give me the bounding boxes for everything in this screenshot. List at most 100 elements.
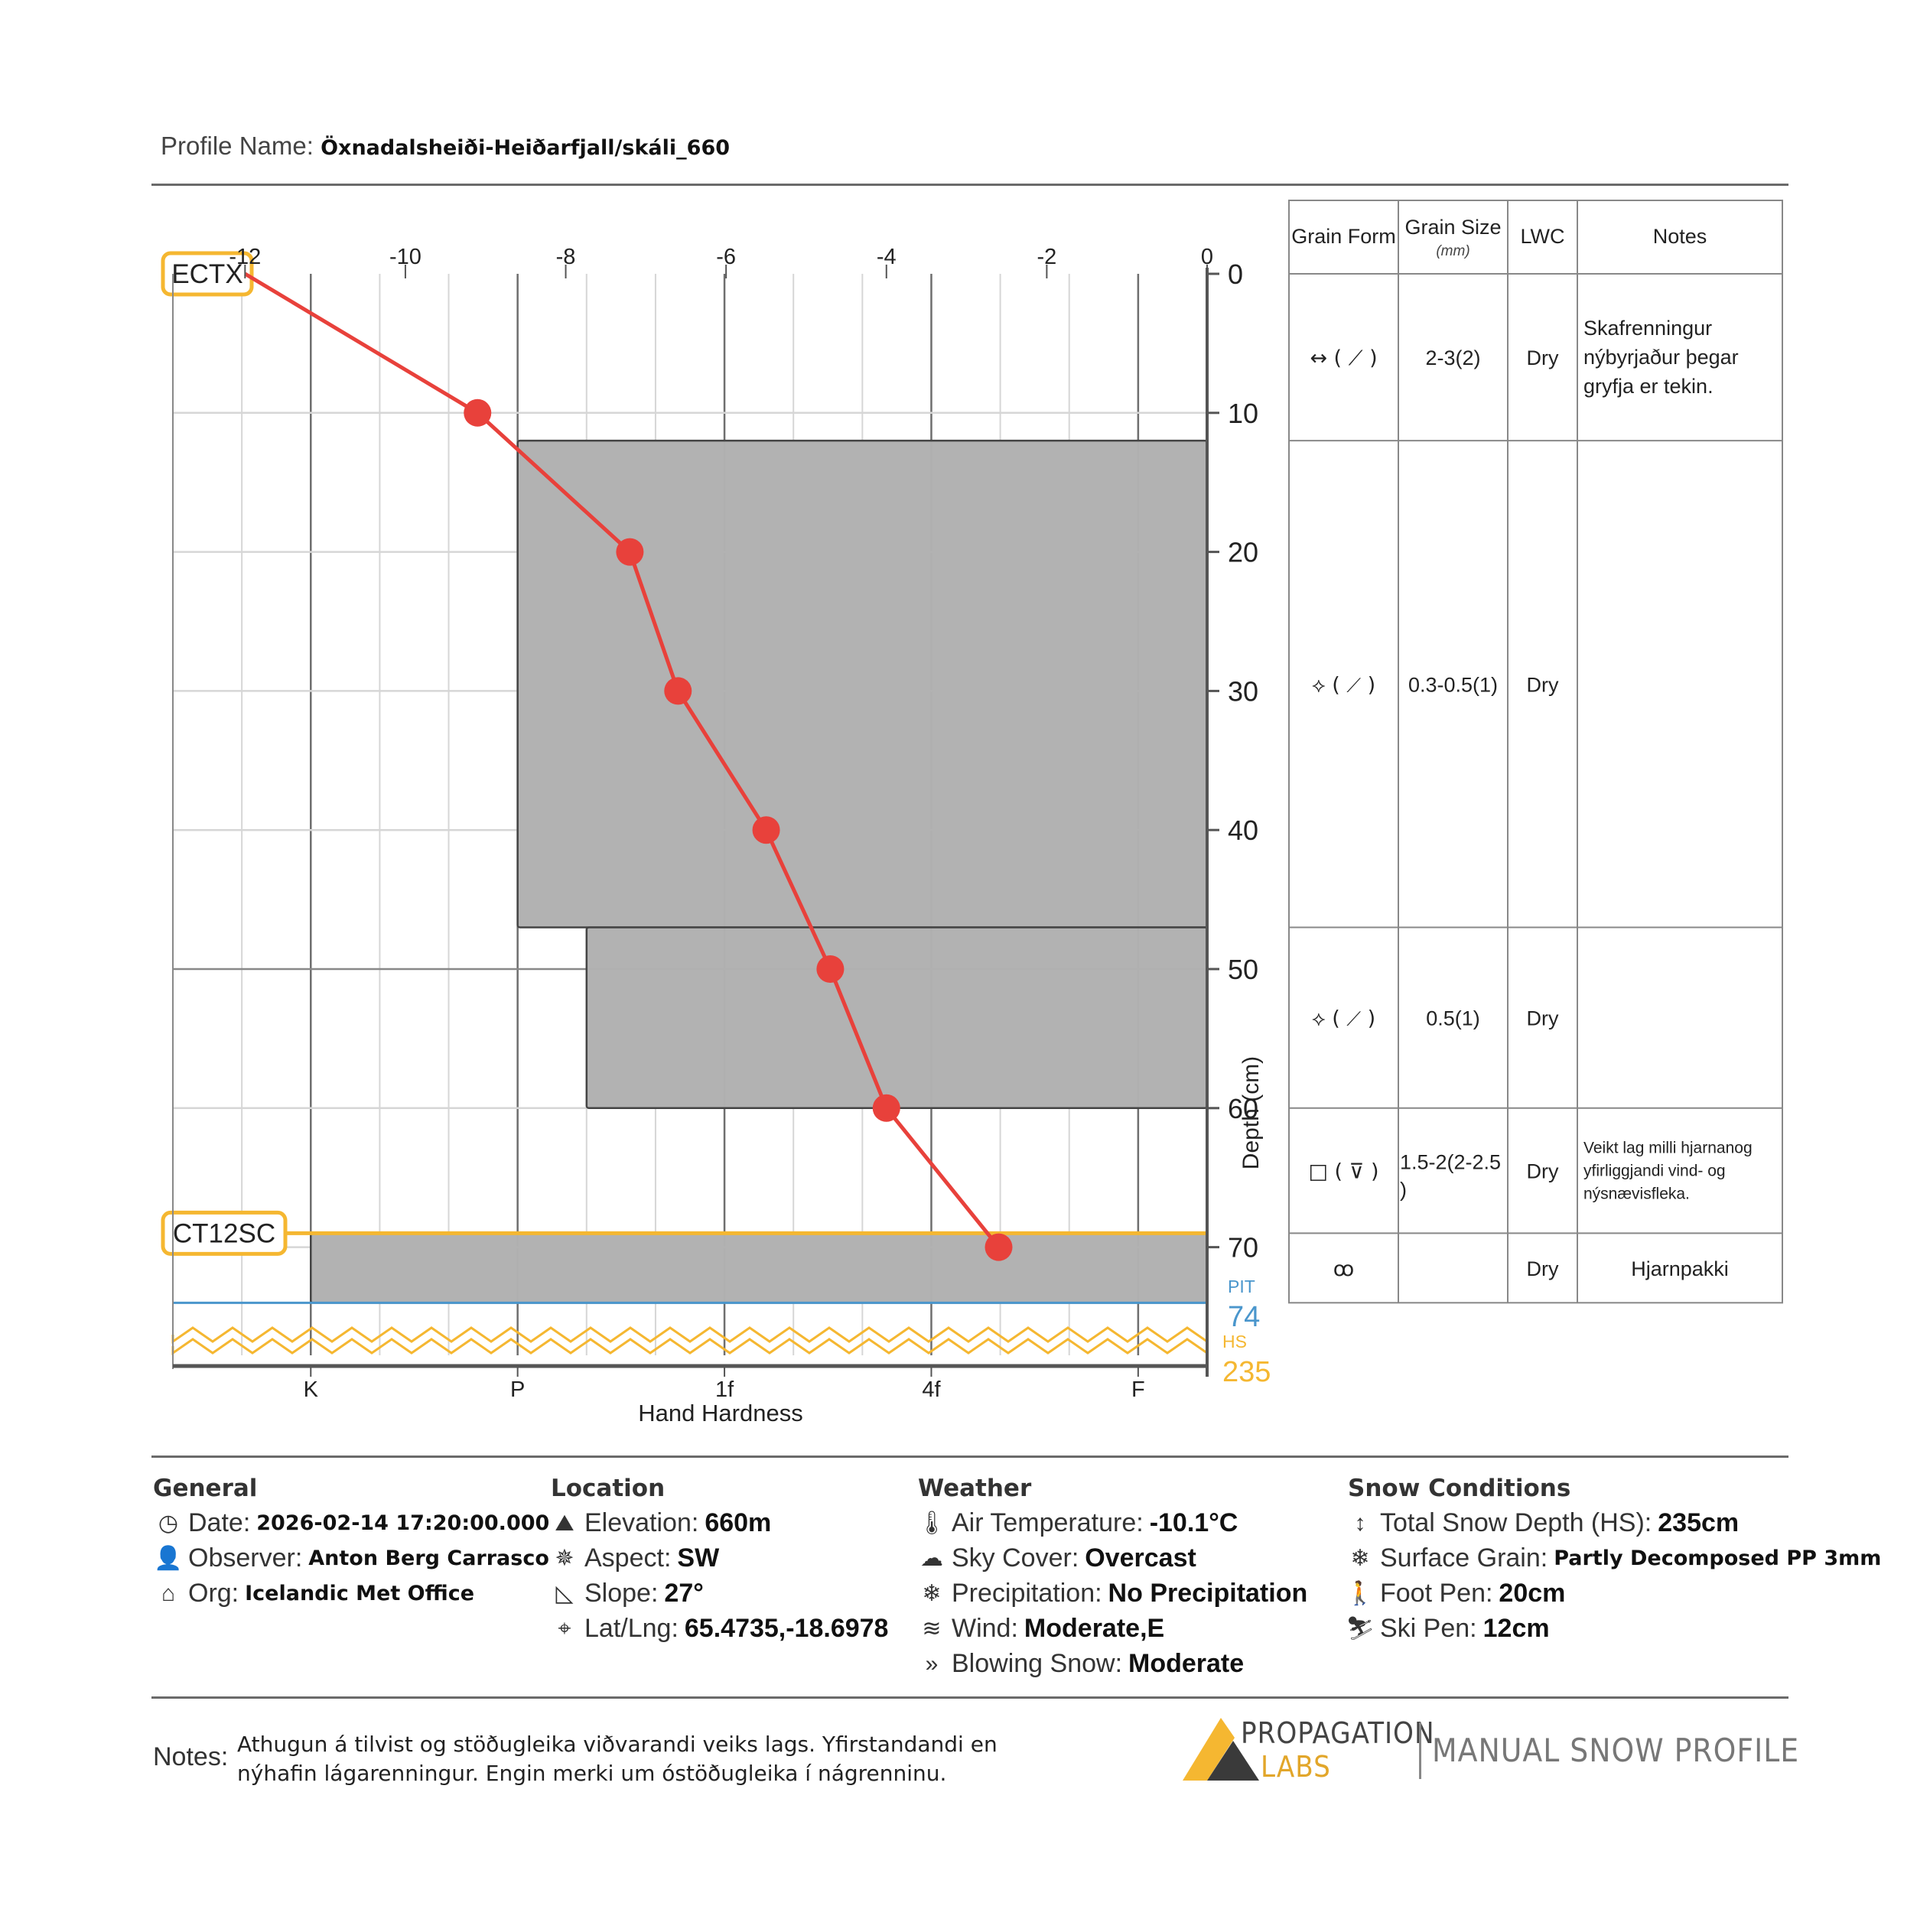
cloud-icon: ☁ (920, 1546, 943, 1571)
org-value: Icelandic Met Office (245, 1582, 475, 1605)
precip-value: No Precipitation (1108, 1579, 1308, 1608)
thermometer-icon: 🌡 (916, 1511, 947, 1536)
observer-value: Anton Berg Carrasco (308, 1547, 549, 1570)
hs-depth-value: 235 (1222, 1356, 1271, 1388)
wind-value: Moderate,E (1024, 1614, 1165, 1643)
depth-break-zigzag-2 (171, 1338, 1208, 1355)
mountain-icon: ⛰ (555, 1510, 574, 1536)
precip-line: ❄ Precipitation: No Precipitation (916, 1579, 1307, 1608)
brand-separator (1419, 1722, 1421, 1779)
latlng-value: 65.4735,-18.6978 (684, 1614, 889, 1643)
aspect-value: SW (677, 1543, 720, 1573)
air-temp-label: Air Temperature: (952, 1508, 1144, 1537)
header-grain-size: Grain Size (1404, 216, 1501, 239)
blowing-snow-label: Blowing Snow: (952, 1649, 1123, 1678)
pit-depth-value: 74 (1228, 1301, 1260, 1333)
foot-pen-label: Foot Pen: (1380, 1579, 1493, 1608)
stability-test-label: CT12SC (173, 1218, 275, 1248)
stability-test-badge (161, 251, 254, 297)
hs-value: 235cm (1658, 1508, 1740, 1537)
foot-pen-line: 🚶 Foot Pen: 20cm (1345, 1579, 1565, 1608)
wind-line: ≋ Wind: Moderate,E (916, 1614, 1164, 1644)
grain-form-symbol: ↔ ( ⟋ ) (1310, 346, 1377, 370)
date-line: ◷ Date: 2026-02-14 17:20:00.000 (153, 1508, 549, 1538)
depth-tick-label: 60 (1228, 1093, 1258, 1124)
elevation-line: ⛰ Elevation: 660m (549, 1508, 771, 1538)
depth-tick-label: 30 (1228, 675, 1258, 707)
notes-label: Notes: (153, 1742, 229, 1771)
temp-tick-label: -10 (389, 245, 421, 269)
depth-tick-label: 20 (1228, 537, 1258, 568)
foot-pen-value: 20cm (1499, 1579, 1566, 1608)
snow-conditions-title: Snow Conditions (1348, 1475, 1571, 1502)
temperature-point (985, 1233, 1013, 1261)
skier-icon: ⛷ (1345, 1616, 1375, 1641)
slope-label: Slope: (584, 1579, 659, 1608)
brand-line2: LABS (1261, 1750, 1331, 1784)
general-title: General (153, 1475, 258, 1502)
date-label: Date: (188, 1508, 251, 1537)
temperature-point (464, 398, 492, 427)
profile-name-value: Öxnadalsheiði-Heiðarfjall/skáli_660 (321, 136, 731, 160)
lwc-value: Dry (1527, 1160, 1559, 1183)
home-icon: ⌂ (161, 1580, 176, 1606)
sky-line: ☁ Sky Cover: Overcast (916, 1543, 1196, 1573)
hardness-tick-label: 1f (715, 1377, 734, 1402)
grain-size-value: ) (1400, 1179, 1407, 1202)
clock-icon: ◷ (158, 1511, 179, 1536)
hardness-axis-title: Hand Hardness (638, 1400, 802, 1426)
grain-size-value: 1.5-2(2-2.5 (1400, 1151, 1501, 1174)
depth-tick-label: 70 (1228, 1232, 1258, 1264)
temperature-point (616, 538, 644, 566)
temp-tick-label: -2 (1037, 245, 1056, 269)
layer-note: Veikt lag milli hjarnanog (1583, 1140, 1753, 1157)
temp-tick-label: 0 (1201, 245, 1213, 269)
latlng-line: ⌖ Lat/Lng: 65.4735,-18.6978 (549, 1614, 889, 1644)
wind-label: Wind: (952, 1614, 1018, 1643)
grain-size-value: 2-3(2) (1425, 346, 1480, 369)
elevation-label: Elevation: (584, 1508, 699, 1537)
profile-name-label: Profile Name: (161, 132, 314, 160)
surface-grain-value: Partly Decomposed PP 3mm (1554, 1547, 1882, 1570)
snow-layer-5 (310, 1232, 1209, 1304)
stability-test-badge (161, 1210, 288, 1256)
depth-axis-title: Depth (cm) (1238, 1056, 1264, 1169)
surface-grain-line: ❄ Surface Grain: Partly Decomposed PP 3m… (1345, 1543, 1881, 1573)
aspect-label: Aspect: (584, 1543, 672, 1573)
header-grain-form: Grain Form (1291, 225, 1396, 248)
propagation-labs-logo-icon (1183, 1718, 1259, 1781)
hardness-tick-label: F (1131, 1377, 1145, 1402)
info-divider (151, 1696, 1788, 1699)
snowflake-icon: ❄ (922, 1581, 942, 1606)
header-divider (151, 184, 1788, 186)
double-chevron-icon: » (925, 1651, 939, 1677)
person-icon: 👤 (154, 1546, 183, 1571)
blowing-snow-line: » Blowing Snow: Moderate (916, 1649, 1245, 1679)
depth-tick-label: 0 (1228, 259, 1243, 290)
ski-pen-value: 12cm (1482, 1614, 1550, 1643)
temp-tick-label: -8 (556, 245, 576, 269)
slope-line: ◺ Slope: 27° (549, 1579, 703, 1608)
lwc-value: Dry (1527, 346, 1559, 369)
precip-label: Precipitation: (952, 1579, 1102, 1608)
temperature-point (872, 1094, 900, 1122)
compass-icon: ✵ (555, 1546, 574, 1571)
header-grain-size-unit: (mm) (1436, 243, 1469, 259)
ski-pen-line: ⛷ Ski Pen: 12cm (1345, 1614, 1550, 1644)
header-notes: Notes (1653, 225, 1707, 248)
observer-label: Observer: (188, 1543, 303, 1573)
blowing-snow-value: Moderate (1128, 1649, 1245, 1678)
layer-note: nýbyrjaður þegar (1583, 346, 1739, 369)
temperature-point (816, 955, 845, 983)
depth-icon: ↕ (1354, 1510, 1366, 1536)
latlng-label: Lat/Lng: (584, 1614, 679, 1643)
org-label: Org: (188, 1579, 239, 1608)
wind-icon: ≋ (922, 1616, 942, 1641)
header-lwc: LWC (1521, 225, 1565, 248)
grain-size-value: 0.3-0.5(1) (1408, 673, 1498, 696)
air-temp-value: -10.1°C (1149, 1508, 1238, 1537)
pit-label: PIT (1228, 1277, 1255, 1296)
temp-tick-label: -12 (229, 245, 261, 269)
grain-form-symbol: ⟡ ( ⟋ ) (1312, 1007, 1375, 1031)
layer-note: nýsnævisfleka. (1583, 1186, 1690, 1203)
